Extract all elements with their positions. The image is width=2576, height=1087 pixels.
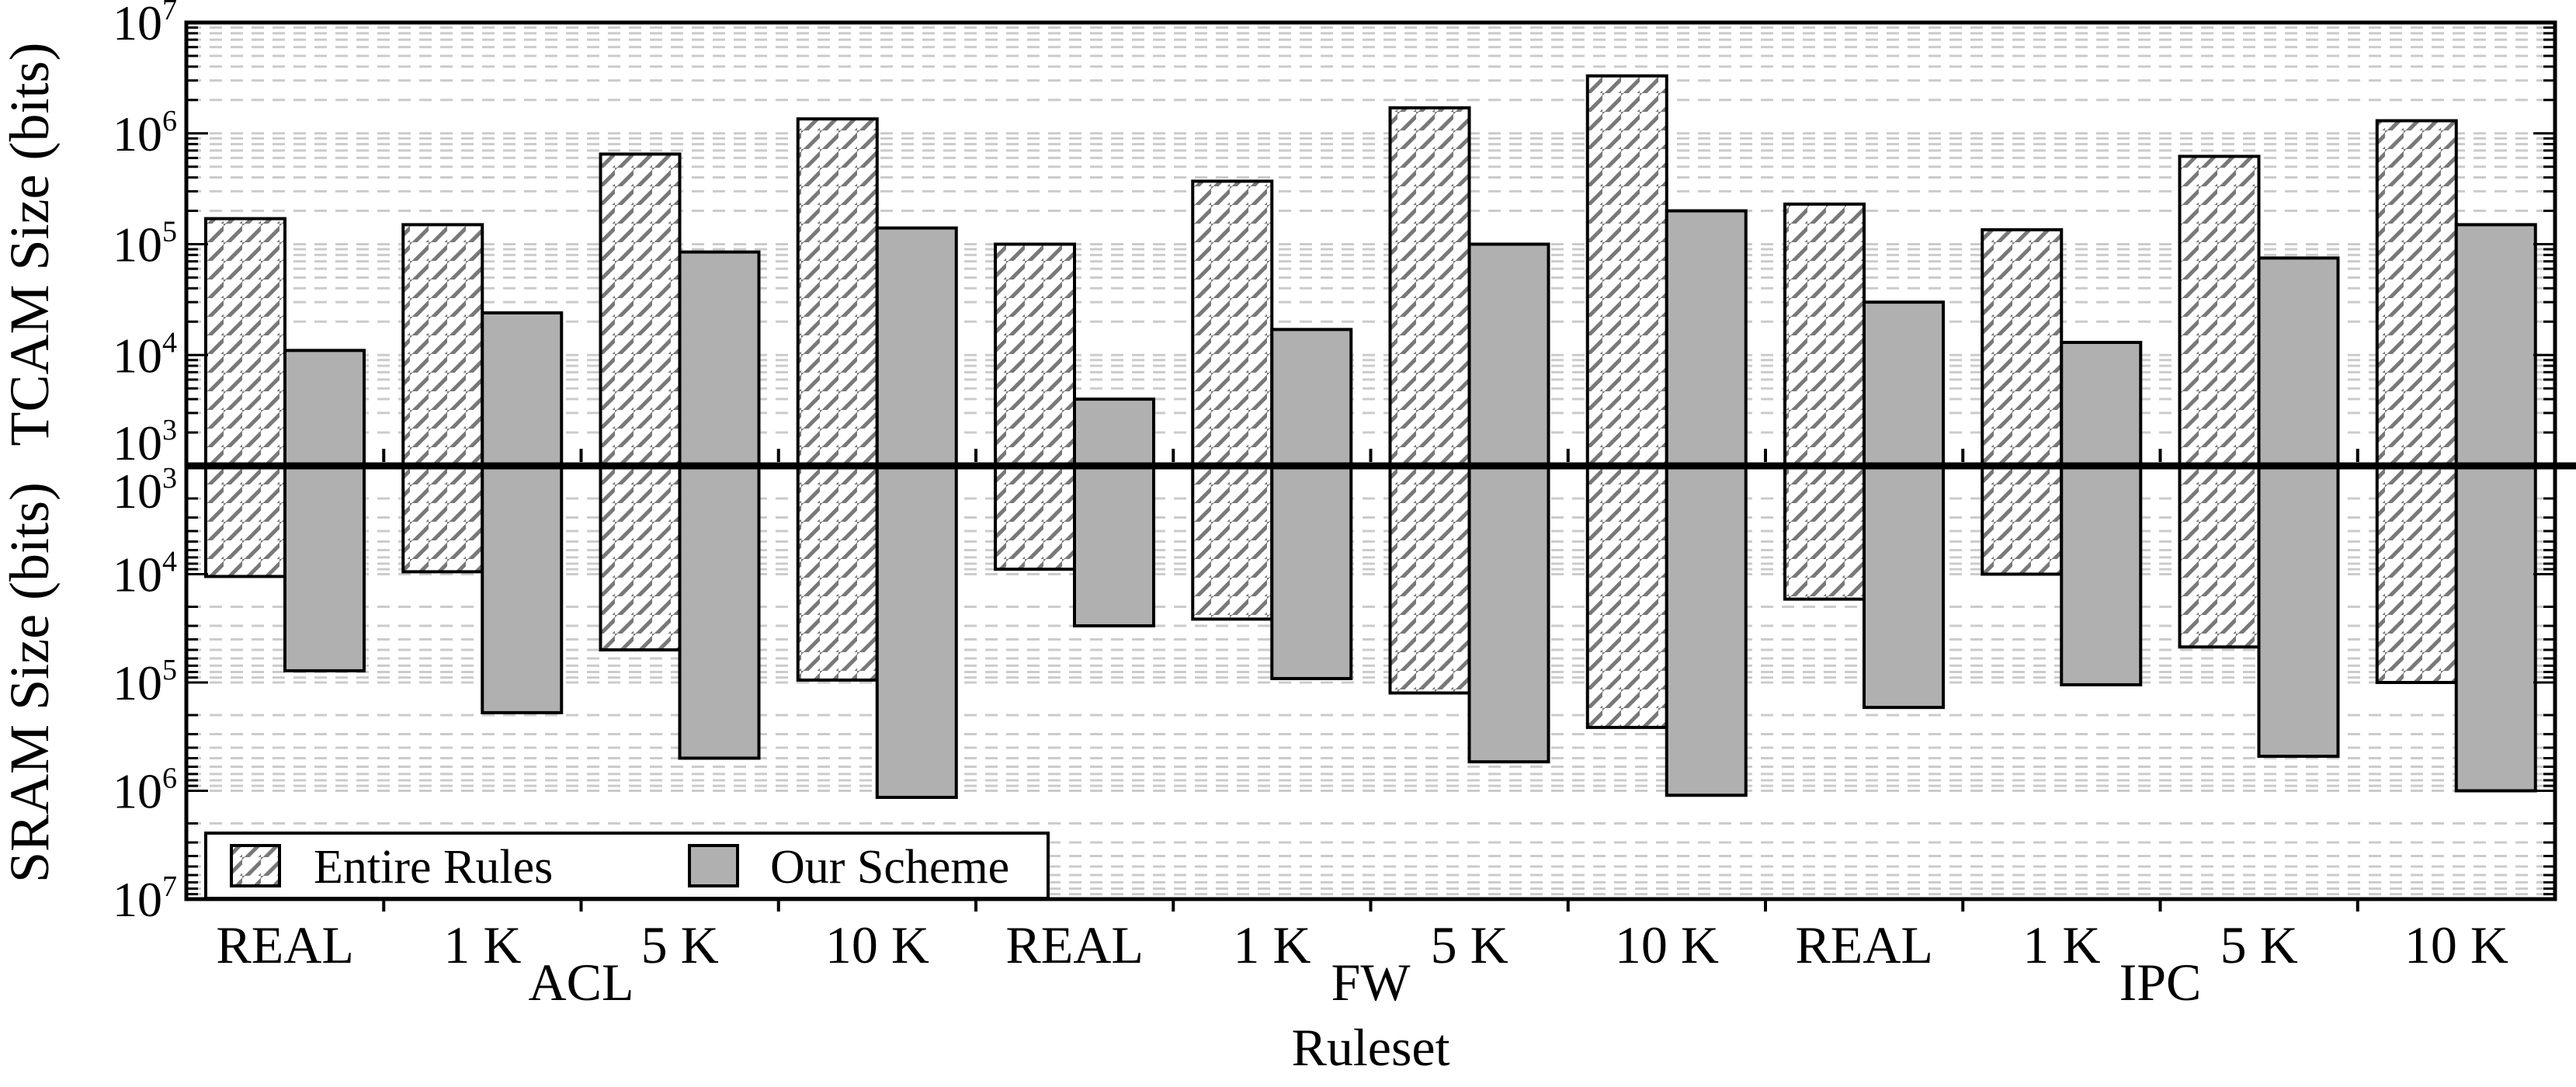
legend-swatch-our-scheme: [688, 844, 739, 887]
bar-sram: [2060, 464, 2143, 686]
x-tick-label: 10 K: [1615, 915, 1719, 974]
x-section-label: IPC: [2119, 953, 2202, 1012]
y-axis-title-tcam: TCAM Size (bits): [0, 43, 61, 446]
bar-sram: [204, 464, 286, 578]
bar-tcam: [204, 217, 286, 467]
y-axis-title-sram: SRAM Size (bits): [0, 482, 61, 883]
bar-tcam: [1981, 227, 2064, 467]
bar-sram: [2178, 464, 2261, 649]
y-tick-label: 105: [113, 654, 177, 710]
bar-tcam: [1270, 328, 1353, 467]
bar-sram: [1981, 464, 2064, 576]
x-tick-label: 1 K: [1233, 915, 1311, 974]
y-tick-label: 107: [113, 0, 177, 50]
bar-sram: [401, 464, 484, 574]
y-tick-label: 106: [113, 105, 177, 161]
bar-tcam: [994, 242, 1076, 467]
bar-sram: [1467, 464, 1550, 764]
bar-tcam: [1388, 106, 1471, 467]
bar-tcam: [599, 152, 682, 468]
axis-titles: TCAM Size (bits) SRAM Size (bits): [0, 43, 61, 884]
x-tick-label: 5 K: [641, 915, 719, 974]
bar-sram: [1191, 464, 1274, 621]
legend: Entire Rules Our Scheme: [204, 832, 1050, 900]
y-tick-label: 106: [113, 762, 177, 819]
bar-sram: [678, 464, 761, 760]
x-tick-label: REAL: [216, 915, 354, 974]
bar-sram: [599, 464, 682, 652]
bar-tcam: [2257, 256, 2340, 467]
axis-ticks: [186, 21, 2555, 912]
legend-label-our-scheme: Our Scheme: [770, 841, 1009, 894]
series-entire-rules: [204, 74, 2458, 729]
legend-label-entire-rules: Entire Rules: [314, 841, 553, 894]
bar-tcam: [1191, 179, 1274, 468]
x-tick-label: 1 K: [2022, 915, 2100, 974]
bar-tcam: [2375, 119, 2458, 467]
x-tick-label: REAL: [1795, 915, 1933, 974]
x-labels: REAL 1 K 5 K 10 K REAL 1 K 5 K 10 K REAL 1 K 5 K 10…: [216, 915, 2508, 1077]
bar-sram: [1073, 464, 1155, 628]
y-tick-label: 107: [113, 870, 177, 927]
bar-tcam: [1585, 74, 1668, 467]
bar-tcam: [2178, 155, 2261, 468]
bar-tcam: [796, 117, 879, 467]
bar-tcam: [1665, 209, 1748, 467]
x-tick-label: 5 K: [1431, 915, 1508, 974]
bar-sram: [1665, 464, 1748, 797]
gridlines: [189, 26, 2553, 896]
y-tick-label: 104: [113, 546, 177, 603]
bar-tcam: [1073, 398, 1155, 467]
legend-box: [204, 832, 1050, 900]
y-tick-label: 103: [113, 414, 177, 471]
bar-sram: [1863, 464, 1945, 710]
bar-tcam: [283, 349, 366, 467]
bar-tcam: [1783, 202, 1866, 467]
bar-sram: [1783, 464, 1866, 601]
bar-sram: [2454, 464, 2537, 793]
bar-tcam: [1467, 242, 1550, 467]
bar-tcam: [401, 223, 484, 467]
x-tick-label: 5 K: [2220, 915, 2298, 974]
bar-sram: [1585, 464, 1668, 729]
x-tick-label: 10 K: [825, 915, 929, 974]
x-tick-label: 1 K: [443, 915, 521, 974]
bar-sram: [875, 464, 958, 799]
bar-tcam: [678, 250, 761, 467]
bar-sram: [1388, 464, 1471, 695]
x-section-label: ACL: [529, 953, 634, 1012]
legend-swatch-entire-rules: [230, 844, 281, 887]
bar-sram: [481, 464, 564, 714]
bar-sram: [283, 464, 366, 672]
bar-sram: [2375, 464, 2458, 684]
bar-tcam: [1863, 300, 1945, 467]
bar-tcam: [2060, 340, 2143, 467]
bar-tcam: [875, 226, 958, 467]
bar-sram: [1270, 464, 1353, 680]
bar-sram: [2257, 464, 2340, 759]
x-tick-label: 10 K: [2404, 915, 2508, 974]
y-tick-label: 105: [113, 216, 177, 273]
bar-sram: [796, 464, 879, 682]
x-tick-label: REAL: [1005, 915, 1144, 974]
x-section-label: FW: [1331, 953, 1411, 1012]
bar-sram: [994, 464, 1076, 571]
y-tick-label: 104: [113, 326, 177, 383]
x-axis-title: Ruleset: [1292, 1018, 1450, 1077]
y-tick-label: 103: [113, 462, 177, 519]
bar-tcam: [2454, 223, 2537, 467]
bar-tcam: [481, 311, 564, 468]
